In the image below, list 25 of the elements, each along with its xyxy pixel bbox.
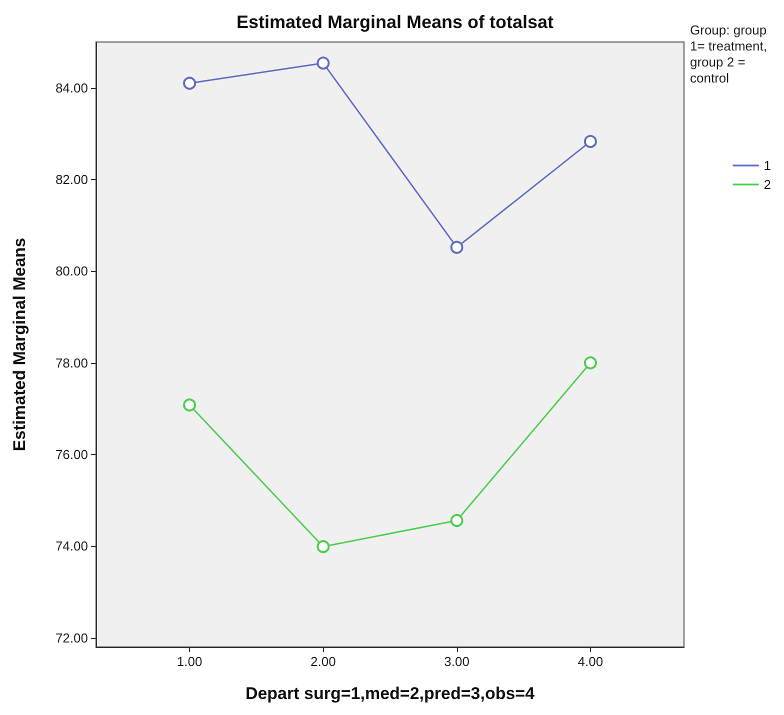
point	[584, 356, 597, 370]
y-tick-label: 76.00	[55, 447, 88, 462]
x-tick-label: 3.00	[444, 654, 470, 669]
y-tick-label: 80.00	[55, 264, 88, 279]
x-tick-label: 4.00	[578, 654, 604, 669]
y-tick-label: 78.00	[55, 355, 88, 370]
y-tick-label: 74.00	[55, 538, 88, 554]
point	[450, 514, 464, 527]
legend-label: 1	[764, 158, 772, 173]
point	[183, 398, 196, 412]
y-axis-title: Estimated Marginal Means	[10, 238, 29, 452]
point	[316, 540, 330, 554]
point	[316, 56, 330, 70]
chart-title: Estimated Marginal Means of totalsat	[236, 12, 554, 32]
point	[183, 76, 196, 90]
point	[450, 240, 464, 254]
x-tick-label: 1.00	[176, 654, 202, 669]
y-tick-label: 82.00	[55, 172, 88, 187]
point	[584, 134, 597, 148]
y-tick-label: 84.00	[55, 80, 88, 96]
legend-label: 2	[764, 177, 772, 192]
x-tick-label: 2.00	[310, 654, 336, 669]
legend-title: Group: group 1= treatment, group 2 = control	[690, 22, 771, 86]
y-tick-label: 72.00	[55, 630, 88, 646]
x-axis-title: Depart surg=1,med=2,pred=3,obs=4	[245, 684, 536, 703]
